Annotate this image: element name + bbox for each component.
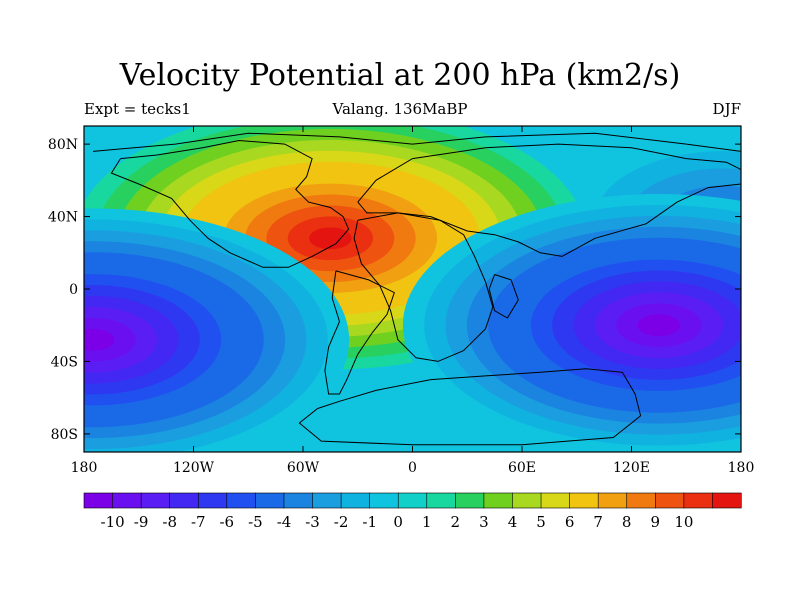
colorbar-box [369,492,399,509]
field-contours [84,126,741,452]
coastline-india [488,274,519,319]
experiment-label: Expt = tecks1 [84,100,191,118]
x-tick-label: 120W [173,460,215,476]
y-tick-label: 80N [48,137,78,153]
colorbar-box [512,492,542,509]
contour-band [84,328,115,351]
coastline-north-coast [93,132,741,152]
colorbar-label: -2 [334,513,349,531]
colorbar-box [426,492,456,509]
colorbar-label: 5 [536,513,546,531]
colorbar-box [683,492,714,509]
colorbar-label: -10 [101,513,125,531]
colorbar-box [140,492,171,509]
colorbar-label: -6 [219,513,234,531]
x-tick-label: 180 [71,460,98,476]
colorbar-box [712,492,742,509]
colorbar-label: 9 [651,513,661,531]
coastline-africa [353,212,494,362]
x-tick-label: 0 [408,460,417,476]
colorbar-box [597,492,628,509]
colorbar: -10 -9 -8 -7 -6 -5 -4 -3 -2 -1 0 1 2 3 4 5 6 7 8 9 10 [83,492,742,531]
colorbar-box [397,492,428,509]
y-tick-label: 0 [69,282,78,298]
colorbar-box [255,492,285,509]
y-tick-label: 80S [51,427,78,443]
x-tick-label: 180 [728,460,755,476]
colorbar-label: -5 [248,513,263,531]
x-tick-label: 120E [613,460,650,476]
colorbar-label: 0 [393,513,403,531]
colorbar-label: 8 [622,513,632,531]
colorbar-label: 10 [674,513,693,531]
x-tick-label: 60W [287,460,320,476]
colorbar-box [455,492,485,509]
colorbar-label: -8 [162,513,177,531]
season-label: DJF [712,100,741,118]
colorbar-box [569,492,599,509]
contour-band [309,227,352,250]
colorbar-box [197,492,228,509]
coastlines [93,132,741,446]
colorbar-label: -7 [191,513,206,531]
page-title: Velocity Potential at 200 hPa (km2/s) [119,58,681,93]
colorbar-box [312,492,342,509]
period-label: Valang. 136MaBP [332,100,468,118]
coastline-australia-antarctica [298,368,642,446]
colorbar-label: 6 [565,513,575,531]
colorbar-label: -9 [134,513,149,531]
colorbar-label: 3 [479,513,489,531]
colorbar-box [340,492,371,509]
colorbar-box [540,492,571,509]
colorbar-label: -4 [277,513,292,531]
colorbar-box [283,492,314,509]
colorbar-label: 4 [508,513,518,531]
coastline-eurasia [357,143,741,257]
colorbar-label: 7 [593,513,603,531]
colorbar-box [226,492,257,509]
colorbar-label: -3 [305,513,320,531]
y-tick-label: 40S [51,354,78,370]
colorbar-box [169,492,199,509]
axis-ticks: 180 120W 60W 0 60E 120E 180 80N 40N 0 40S 80S [48,126,754,476]
y-tick-label: 40N [48,210,78,226]
coastline-south-america [324,270,395,395]
contour-band [637,314,681,337]
colorbar-label: 2 [451,513,461,531]
x-tick-label: 60E [508,460,536,476]
colorbar-label: -1 [362,513,377,531]
coastline-north-america [110,139,350,268]
colorbar-box [654,492,685,509]
colorbar-box [83,492,114,509]
colorbar-box [483,492,514,509]
colorbar-label: 1 [422,513,432,531]
colorbar-box [112,492,142,509]
colorbar-box [626,492,656,509]
